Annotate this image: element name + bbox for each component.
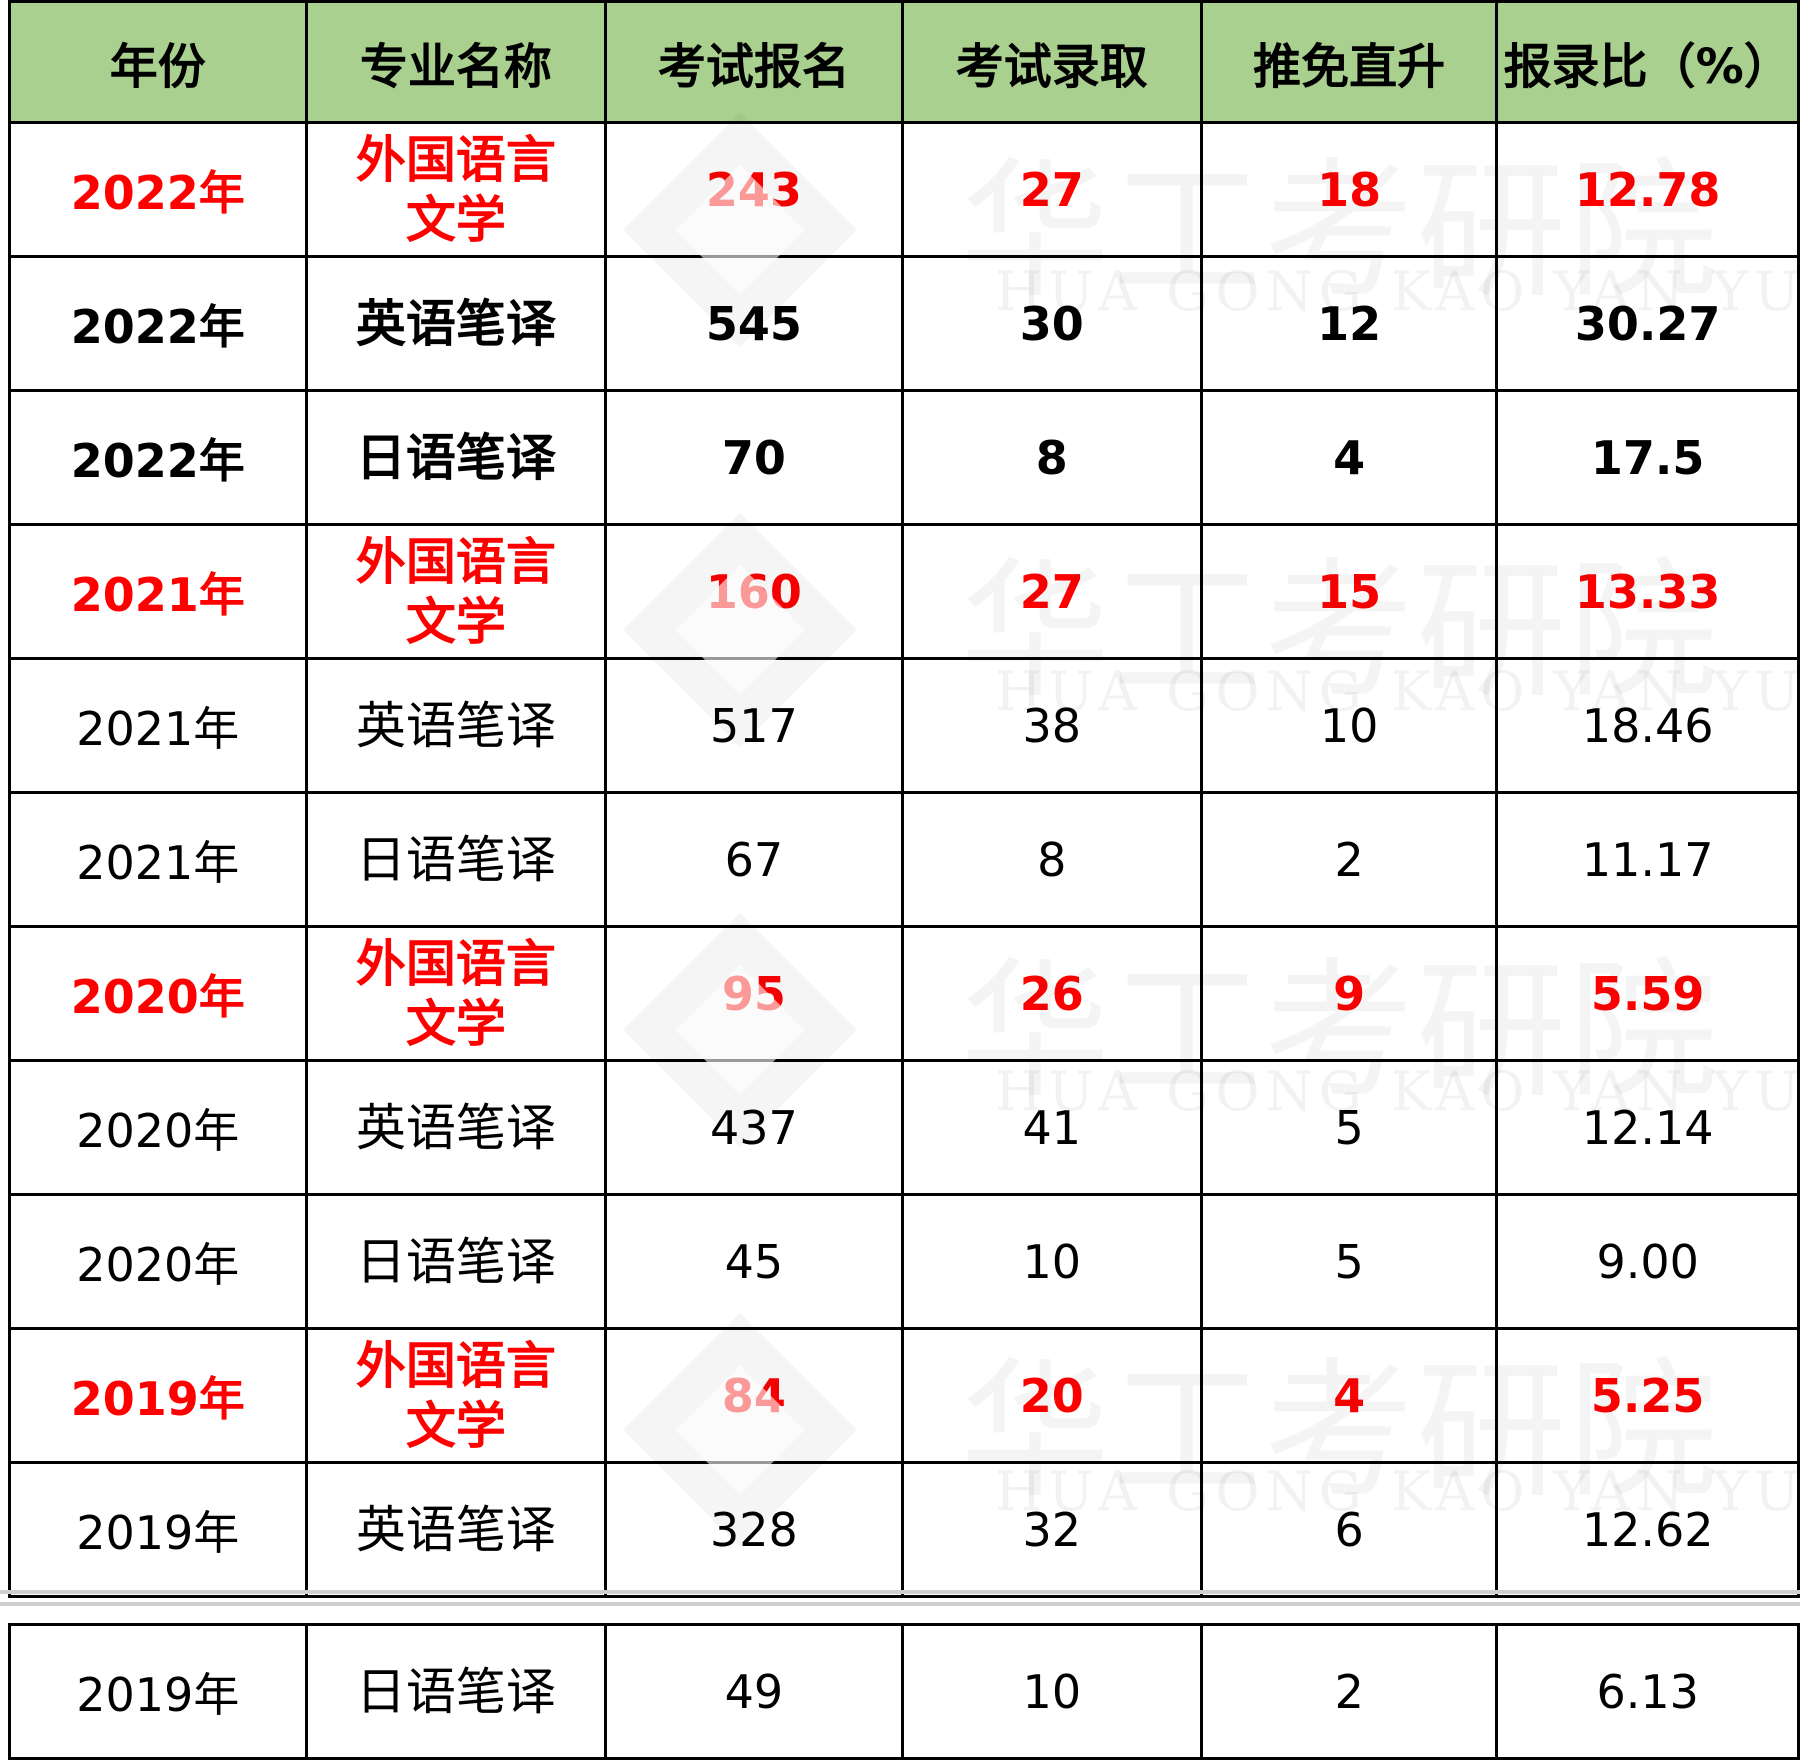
cell-recommended: 2 [1199, 791, 1499, 928]
cell-admitted: 38 [900, 657, 1203, 794]
table-row: 2021年 英语笔译 517 38 10 18.46 [8, 657, 1800, 794]
cell-year: 2022年 [8, 255, 308, 392]
cell-major: 外国语言文学 [304, 121, 608, 258]
cell-admitted: 27 [900, 523, 1203, 660]
cell-major: 外国语言文学 [304, 523, 608, 660]
cell-applicants: 437 [604, 1059, 904, 1196]
cell-major: 日语笔译 [304, 1623, 608, 1760]
cell-admitted: 41 [900, 1059, 1203, 1196]
cell-applicants: 328 [604, 1461, 904, 1598]
cell-applicants: 49 [604, 1623, 904, 1760]
cell-admitted: 8 [900, 389, 1203, 526]
cell-ratio: 12.14 [1495, 1059, 1800, 1196]
table-divider [0, 1590, 1800, 1594]
table-row: 2021年 外国语言文学 160 27 15 13.33 [8, 523, 1800, 660]
cell-major: 日语笔译 [304, 1193, 608, 1330]
cell-major: 外国语言文学 [304, 1327, 608, 1464]
cell-ratio: 6.13 [1495, 1623, 1800, 1760]
cell-ratio: 18.46 [1495, 657, 1800, 794]
cell-ratio: 11.17 [1495, 791, 1800, 928]
cell-year: 2021年 [8, 657, 308, 794]
table-row: 2019年 英语笔译 328 32 6 12.62 [8, 1461, 1800, 1598]
cell-applicants: 243 [604, 121, 904, 258]
cell-year: 2021年 [8, 523, 308, 660]
header-major: 专业名称 [304, 0, 608, 124]
cell-major: 英语笔译 [304, 657, 608, 794]
cell-recommended: 2 [1200, 1623, 1499, 1760]
cell-ratio: 30.27 [1495, 255, 1800, 392]
cell-recommended: 4 [1199, 389, 1499, 526]
cell-major: 英语笔译 [304, 255, 608, 392]
cell-recommended: 4 [1199, 1327, 1499, 1464]
cell-recommended: 9 [1199, 925, 1499, 1062]
cell-admitted: 27 [900, 121, 1203, 258]
cell-recommended: 6 [1199, 1461, 1499, 1598]
cell-ratio: 13.33 [1495, 523, 1800, 660]
header-ratio: 报录比（%） [1495, 0, 1800, 124]
cell-major: 英语笔译 [304, 1461, 608, 1598]
cell-applicants: 545 [604, 255, 904, 392]
header-year: 年份 [8, 0, 308, 124]
cell-applicants: 160 [604, 523, 904, 660]
cell-year: 2020年 [8, 925, 308, 1062]
cell-major: 外国语言文学 [304, 925, 608, 1062]
cell-admitted: 10 [900, 1193, 1203, 1330]
cell-recommended: 15 [1199, 523, 1499, 660]
table-row: 2020年 日语笔译 45 10 5 9.00 [8, 1193, 1800, 1330]
cell-year: 2022年 [8, 121, 308, 258]
cell-admitted: 30 [900, 255, 1203, 392]
cell-ratio: 12.78 [1495, 121, 1800, 258]
cell-year: 2019年 [8, 1461, 308, 1598]
cell-applicants: 95 [604, 925, 904, 1062]
table-row: 2021年 日语笔译 67 8 2 11.17 [8, 791, 1800, 928]
cell-year: 2020年 [8, 1059, 308, 1196]
cell-ratio: 5.25 [1495, 1327, 1800, 1464]
admissions-table: 年份 专业名称 考试报名 考试录取 推免直升 报录比（%） 2022年 外国语言文… [8, 0, 1800, 1598]
cell-admitted: 32 [900, 1461, 1203, 1598]
cell-major: 日语笔译 [304, 791, 608, 928]
cell-applicants: 84 [604, 1327, 904, 1464]
cell-admitted: 20 [900, 1327, 1203, 1464]
cell-year: 2022年 [8, 389, 308, 526]
table-row: 2022年 日语笔译 70 8 4 17.5 [8, 389, 1800, 526]
admissions-table-continued: 2019年 日语笔译 49 10 2 6.13 [8, 1623, 1800, 1760]
cell-admitted: 8 [900, 791, 1203, 928]
table-row: 2022年 英语笔译 545 30 12 30.27 [8, 255, 1800, 392]
cell-recommended: 12 [1199, 255, 1499, 392]
cell-year: 2021年 [8, 791, 308, 928]
header-applicants: 考试报名 [604, 0, 904, 124]
cell-ratio: 12.62 [1495, 1461, 1800, 1598]
cell-admitted: 10 [900, 1623, 1204, 1760]
cell-recommended: 18 [1199, 121, 1499, 258]
cell-recommended: 5 [1199, 1193, 1499, 1330]
header-admitted: 考试录取 [900, 0, 1203, 124]
header-recommended: 推免直升 [1199, 0, 1499, 124]
cell-major: 英语笔译 [304, 1059, 608, 1196]
cell-ratio: 9.00 [1495, 1193, 1800, 1330]
cell-applicants: 45 [604, 1193, 904, 1330]
cell-ratio: 17.5 [1495, 389, 1800, 526]
cell-ratio: 5.59 [1495, 925, 1800, 1062]
cell-recommended: 10 [1199, 657, 1499, 794]
cell-year: 2019年 [8, 1327, 308, 1464]
cell-recommended: 5 [1199, 1059, 1499, 1196]
table-row: 2020年 外国语言文学 95 26 9 5.59 [8, 925, 1800, 1062]
cell-applicants: 517 [604, 657, 904, 794]
cell-year: 2020年 [8, 1193, 308, 1330]
table-row: 2020年 英语笔译 437 41 5 12.14 [8, 1059, 1800, 1196]
header-row: 年份 专业名称 考试报名 考试录取 推免直升 报录比（%） [8, 0, 1800, 124]
cell-applicants: 67 [604, 791, 904, 928]
cell-year: 2019年 [8, 1623, 308, 1760]
cell-major: 日语笔译 [304, 389, 608, 526]
table-row: 2019年 外国语言文学 84 20 4 5.25 [8, 1327, 1800, 1464]
table-row: 2022年 外国语言文学 243 27 18 12.78 [8, 121, 1800, 258]
cell-admitted: 26 [900, 925, 1203, 1062]
table-row: 2019年 日语笔译 49 10 2 6.13 [8, 1623, 1800, 1760]
cell-applicants: 70 [604, 389, 904, 526]
table-divider [0, 1602, 1800, 1606]
